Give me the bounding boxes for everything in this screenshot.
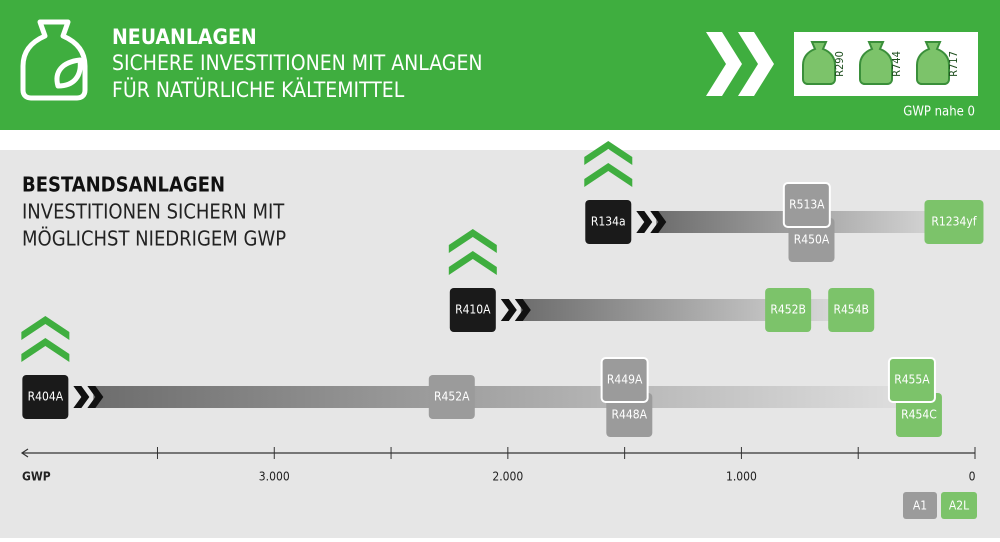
refrigerant-label: R448A xyxy=(612,408,648,422)
tick-label: 3.000 xyxy=(259,470,290,484)
header-chevrons xyxy=(706,32,774,96)
refrigerant-box xyxy=(600,357,649,403)
divider xyxy=(0,130,1000,150)
up-chevron xyxy=(584,141,633,165)
up-chevron xyxy=(448,229,497,253)
up-chevron xyxy=(448,251,497,275)
refrigerant-box xyxy=(924,200,984,244)
up-chevron xyxy=(21,316,70,340)
bottle-icon xyxy=(20,19,88,101)
section-title: BESTANDSANLAGEN xyxy=(22,173,225,197)
refrigerant-box xyxy=(22,375,69,419)
refrigerant-label: R454C xyxy=(901,408,937,422)
section-line: INVESTITIONEN SICHERN MIT xyxy=(22,200,285,224)
chevron xyxy=(514,299,531,321)
up-chevron xyxy=(21,338,70,362)
refrigerant-label: R450A xyxy=(794,233,830,247)
refrigerant-label: R404A xyxy=(28,390,64,404)
header-title: NEUANLAGEN xyxy=(112,25,257,49)
refrigerant-box xyxy=(449,288,496,332)
refrigerant-box xyxy=(428,375,475,419)
refrigerant-label: R134a xyxy=(591,215,626,229)
refrigerant-box xyxy=(606,393,653,437)
refrigerant-label: R1234yf xyxy=(931,215,977,229)
refrigerant-box xyxy=(782,182,831,228)
tick-label: 0 xyxy=(969,470,976,484)
header-line: FÜR NATÜRLICHE KÄLTEMITTEL xyxy=(112,77,405,102)
refrigerant-label: R455A xyxy=(894,373,930,387)
legend-swatch xyxy=(903,492,937,519)
bottle-icon xyxy=(916,41,950,85)
chevron xyxy=(650,211,667,233)
refrigerant-label: R744 xyxy=(890,51,903,77)
chevron xyxy=(73,386,90,408)
legend-label: A2L xyxy=(949,499,969,513)
section-line: MÖGLICHST NIEDRIGEM GWP xyxy=(22,227,286,251)
refrigerant-label: R717 xyxy=(947,51,960,77)
refrigerant-label: R290 xyxy=(833,51,846,77)
chevron xyxy=(87,386,104,408)
bottle-icon xyxy=(859,41,893,85)
refrigerant-box xyxy=(765,288,812,332)
refrigerant-label: R452A xyxy=(434,390,470,404)
refrigerant-label: R513A xyxy=(789,198,825,212)
header-note: GWP nahe 0 xyxy=(903,105,975,120)
legend-label: A1 xyxy=(913,499,927,513)
gradient-bar xyxy=(93,386,930,408)
refrigerant-box xyxy=(585,200,632,244)
refrigerant-label: R449A xyxy=(607,373,643,387)
axis-label: GWP xyxy=(22,470,51,484)
refrigerant-label: R454B xyxy=(833,303,869,317)
up-chevron xyxy=(584,163,633,187)
refrigerant-label: R410A xyxy=(455,303,491,317)
header-line: SICHERE INVESTITIONEN MIT ANLAGEN xyxy=(112,51,483,75)
refrigerant-box xyxy=(828,288,875,332)
chevron xyxy=(636,211,653,233)
refrigerant-label: R452B xyxy=(770,303,806,317)
legend-swatch xyxy=(941,492,977,519)
chevron xyxy=(500,299,517,321)
tick-label: 2.000 xyxy=(492,470,523,484)
refrigerant-box xyxy=(895,393,942,437)
axis-arrow xyxy=(20,448,29,458)
bottle-icon xyxy=(802,41,836,85)
tick-label: 1.000 xyxy=(726,470,757,484)
refrigerant-box xyxy=(788,218,835,262)
refrigerant-box xyxy=(887,357,936,403)
